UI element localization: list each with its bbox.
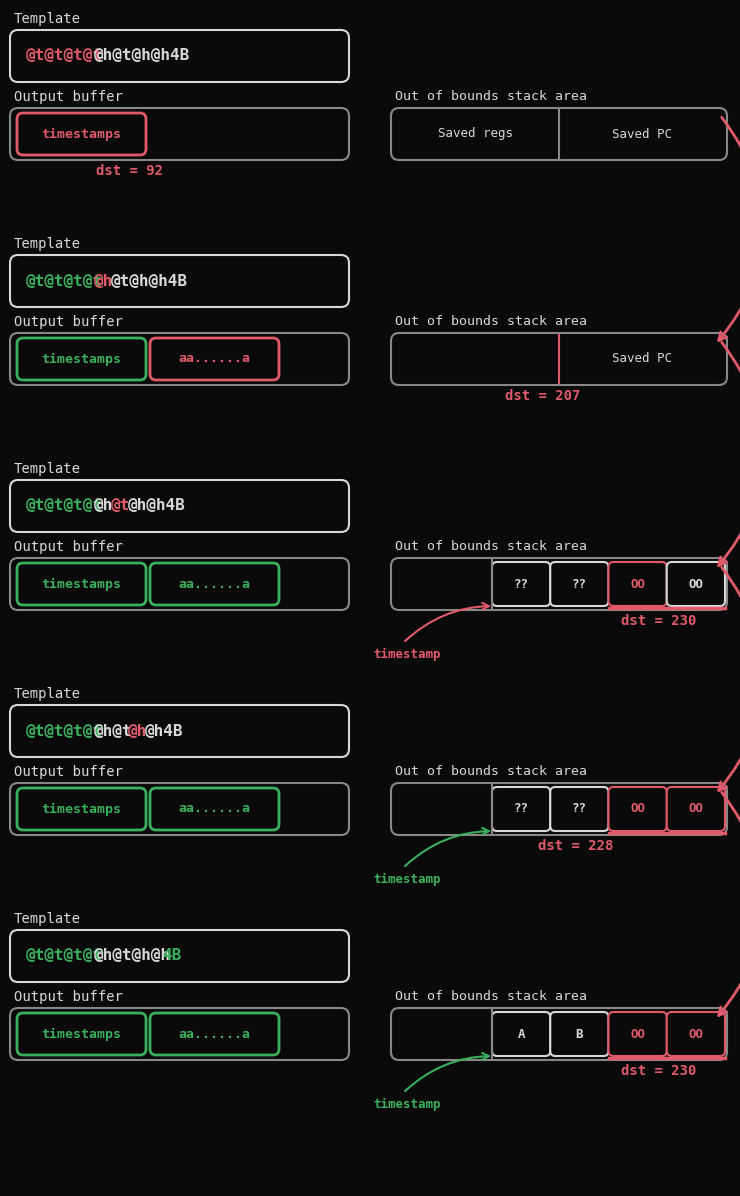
Text: ??: ?? [514, 803, 528, 816]
FancyBboxPatch shape [17, 788, 146, 830]
FancyBboxPatch shape [10, 30, 349, 83]
Text: @h: @h [128, 724, 147, 738]
Text: Output buffer: Output buffer [14, 90, 123, 104]
Text: OO: OO [630, 578, 645, 591]
FancyBboxPatch shape [667, 787, 725, 831]
FancyBboxPatch shape [150, 338, 279, 380]
Text: timestamps: timestamps [41, 1027, 121, 1041]
Text: OO: OO [688, 1027, 704, 1041]
Text: Out of bounds stack area: Out of bounds stack area [395, 315, 587, 328]
FancyBboxPatch shape [150, 1013, 279, 1055]
FancyBboxPatch shape [17, 338, 146, 380]
FancyBboxPatch shape [551, 1012, 608, 1056]
Text: ??: ?? [572, 803, 587, 816]
FancyBboxPatch shape [551, 787, 608, 831]
FancyBboxPatch shape [492, 562, 551, 606]
FancyBboxPatch shape [492, 787, 551, 831]
Text: @t@h@h4B: @t@h@h4B [111, 274, 188, 288]
Text: aa......a: aa......a [178, 803, 251, 816]
FancyBboxPatch shape [10, 255, 349, 307]
Text: ??: ?? [572, 578, 587, 591]
FancyBboxPatch shape [551, 562, 608, 606]
Text: @t@t@t@t: @t@t@t@t [26, 724, 103, 738]
Text: dst = 92: dst = 92 [96, 164, 164, 178]
Text: timestamp: timestamp [373, 1098, 440, 1111]
Text: ??: ?? [514, 578, 528, 591]
Text: timestamps: timestamps [41, 803, 121, 816]
Text: Out of bounds stack area: Out of bounds stack area [395, 541, 587, 553]
Text: timestamps: timestamps [41, 128, 121, 141]
Text: OO: OO [630, 1027, 645, 1041]
Text: Out of bounds stack area: Out of bounds stack area [395, 990, 587, 1003]
FancyBboxPatch shape [492, 1012, 551, 1056]
FancyBboxPatch shape [10, 108, 349, 160]
FancyBboxPatch shape [17, 112, 146, 155]
Text: timestamps: timestamps [41, 578, 121, 591]
Text: dst = 207: dst = 207 [505, 389, 580, 403]
FancyBboxPatch shape [10, 559, 349, 610]
Text: Output buffer: Output buffer [14, 315, 123, 329]
FancyBboxPatch shape [150, 563, 279, 605]
FancyBboxPatch shape [667, 562, 725, 606]
Text: @h@t@h@h4B: @h@t@h@h4B [94, 49, 190, 63]
Text: A: A [517, 1027, 525, 1041]
FancyBboxPatch shape [608, 1012, 667, 1056]
Text: Template: Template [14, 462, 81, 476]
Text: @h@h4B: @h@h4B [128, 499, 186, 513]
FancyBboxPatch shape [608, 562, 667, 606]
Text: dst = 230: dst = 230 [621, 1064, 696, 1078]
FancyBboxPatch shape [667, 1012, 725, 1056]
FancyBboxPatch shape [150, 788, 279, 830]
Text: dst = 228: dst = 228 [538, 840, 613, 853]
Text: 4B: 4B [162, 948, 181, 964]
Text: timestamp: timestamp [373, 648, 440, 661]
Text: aa......a: aa......a [178, 578, 251, 591]
FancyBboxPatch shape [17, 1013, 146, 1055]
FancyBboxPatch shape [10, 930, 349, 982]
FancyBboxPatch shape [10, 480, 349, 532]
FancyBboxPatch shape [391, 1008, 727, 1060]
Text: Template: Template [14, 237, 81, 251]
Text: Output buffer: Output buffer [14, 765, 123, 779]
Text: Output buffer: Output buffer [14, 541, 123, 554]
Text: @t@t@t@t: @t@t@t@t [26, 499, 103, 513]
Text: Saved PC: Saved PC [612, 353, 672, 366]
Text: OO: OO [630, 803, 645, 816]
FancyBboxPatch shape [391, 332, 727, 385]
Text: Out of bounds stack area: Out of bounds stack area [395, 765, 587, 779]
Text: dst = 230: dst = 230 [621, 614, 696, 628]
Text: @t@t@t@t: @t@t@t@t [26, 948, 103, 964]
FancyBboxPatch shape [608, 787, 667, 831]
Text: Saved PC: Saved PC [612, 128, 672, 140]
Text: OO: OO [688, 578, 704, 591]
Text: Template: Template [14, 687, 81, 701]
Text: B: B [576, 1027, 583, 1041]
FancyBboxPatch shape [10, 1008, 349, 1060]
Text: @h: @h [94, 274, 113, 288]
Text: aa......a: aa......a [178, 1027, 251, 1041]
Text: @h@t: @h@t [94, 724, 132, 738]
FancyBboxPatch shape [391, 559, 727, 610]
FancyBboxPatch shape [17, 563, 146, 605]
FancyBboxPatch shape [10, 332, 349, 385]
Text: Template: Template [14, 913, 81, 926]
Text: Template: Template [14, 12, 81, 26]
Text: OO: OO [688, 803, 704, 816]
Text: aa......a: aa......a [178, 353, 251, 366]
Text: @t@t@t@t: @t@t@t@t [26, 49, 103, 63]
Text: @h4B: @h4B [145, 724, 184, 738]
Text: Saved regs: Saved regs [439, 128, 514, 140]
FancyBboxPatch shape [10, 783, 349, 835]
Text: Out of bounds stack area: Out of bounds stack area [395, 90, 587, 103]
Text: @t: @t [111, 499, 130, 513]
Text: @t@t@t@t: @t@t@t@t [26, 274, 103, 288]
FancyBboxPatch shape [10, 704, 349, 757]
FancyBboxPatch shape [391, 108, 727, 160]
Text: @h: @h [94, 499, 113, 513]
Text: timestamp: timestamp [373, 873, 440, 886]
Text: @h@t@h@h: @h@t@h@h [94, 948, 171, 964]
Text: timestamps: timestamps [41, 353, 121, 366]
Text: Output buffer: Output buffer [14, 990, 123, 1003]
FancyBboxPatch shape [391, 783, 727, 835]
